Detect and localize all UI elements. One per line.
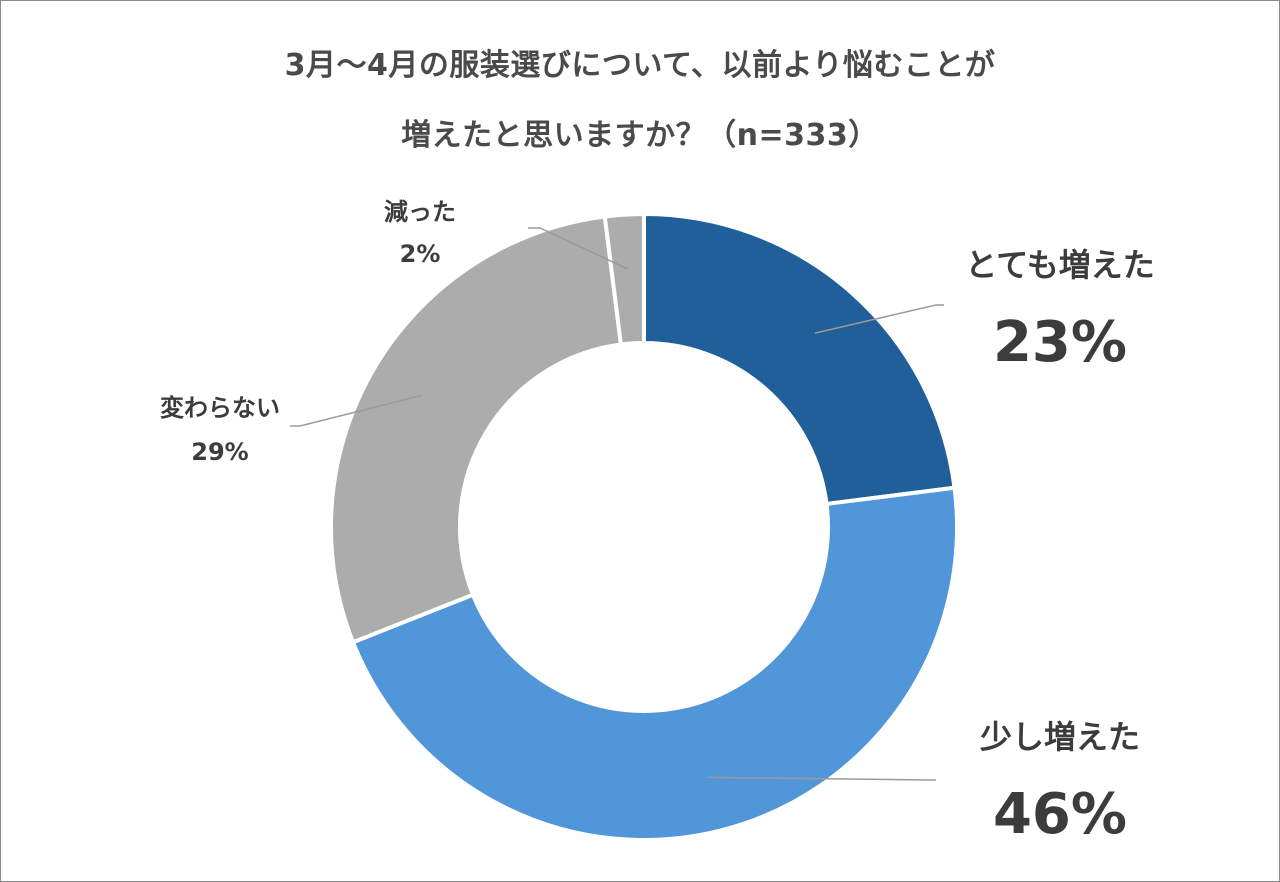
slice-3 <box>602 211 646 347</box>
slice-2 <box>329 214 624 645</box>
slice-label-value-totemo: 23% <box>992 310 1128 375</box>
slice-label-name-hetta: 減った <box>384 198 456 226</box>
slice-0 <box>642 211 957 507</box>
slice-label-name-totemo: とても増えた <box>965 246 1155 284</box>
chart-title-line-2: 増えたと思いますか？（n=333） <box>401 118 879 153</box>
slice-label-value-sukoshi: 46% <box>992 782 1128 847</box>
chart-title-line-1: 3月～4月の服装選びについて、以前より悩むことが <box>284 48 996 83</box>
leader-line-2 <box>290 394 422 427</box>
slice-label-name-sukoshi: 少し増えた <box>979 718 1140 756</box>
slice-label-value-kawaranai: 29% <box>191 438 249 466</box>
slice-label-value-hetta: 2% <box>399 240 441 268</box>
slice-label-name-kawaranai: 変わらない <box>160 394 280 422</box>
leader-lines <box>290 227 944 781</box>
donut-slices <box>329 211 959 842</box>
leader-line-3 <box>528 227 629 270</box>
leader-line-0 <box>814 304 944 334</box>
slice-1 <box>350 485 959 842</box>
leader-line-1 <box>708 776 936 781</box>
